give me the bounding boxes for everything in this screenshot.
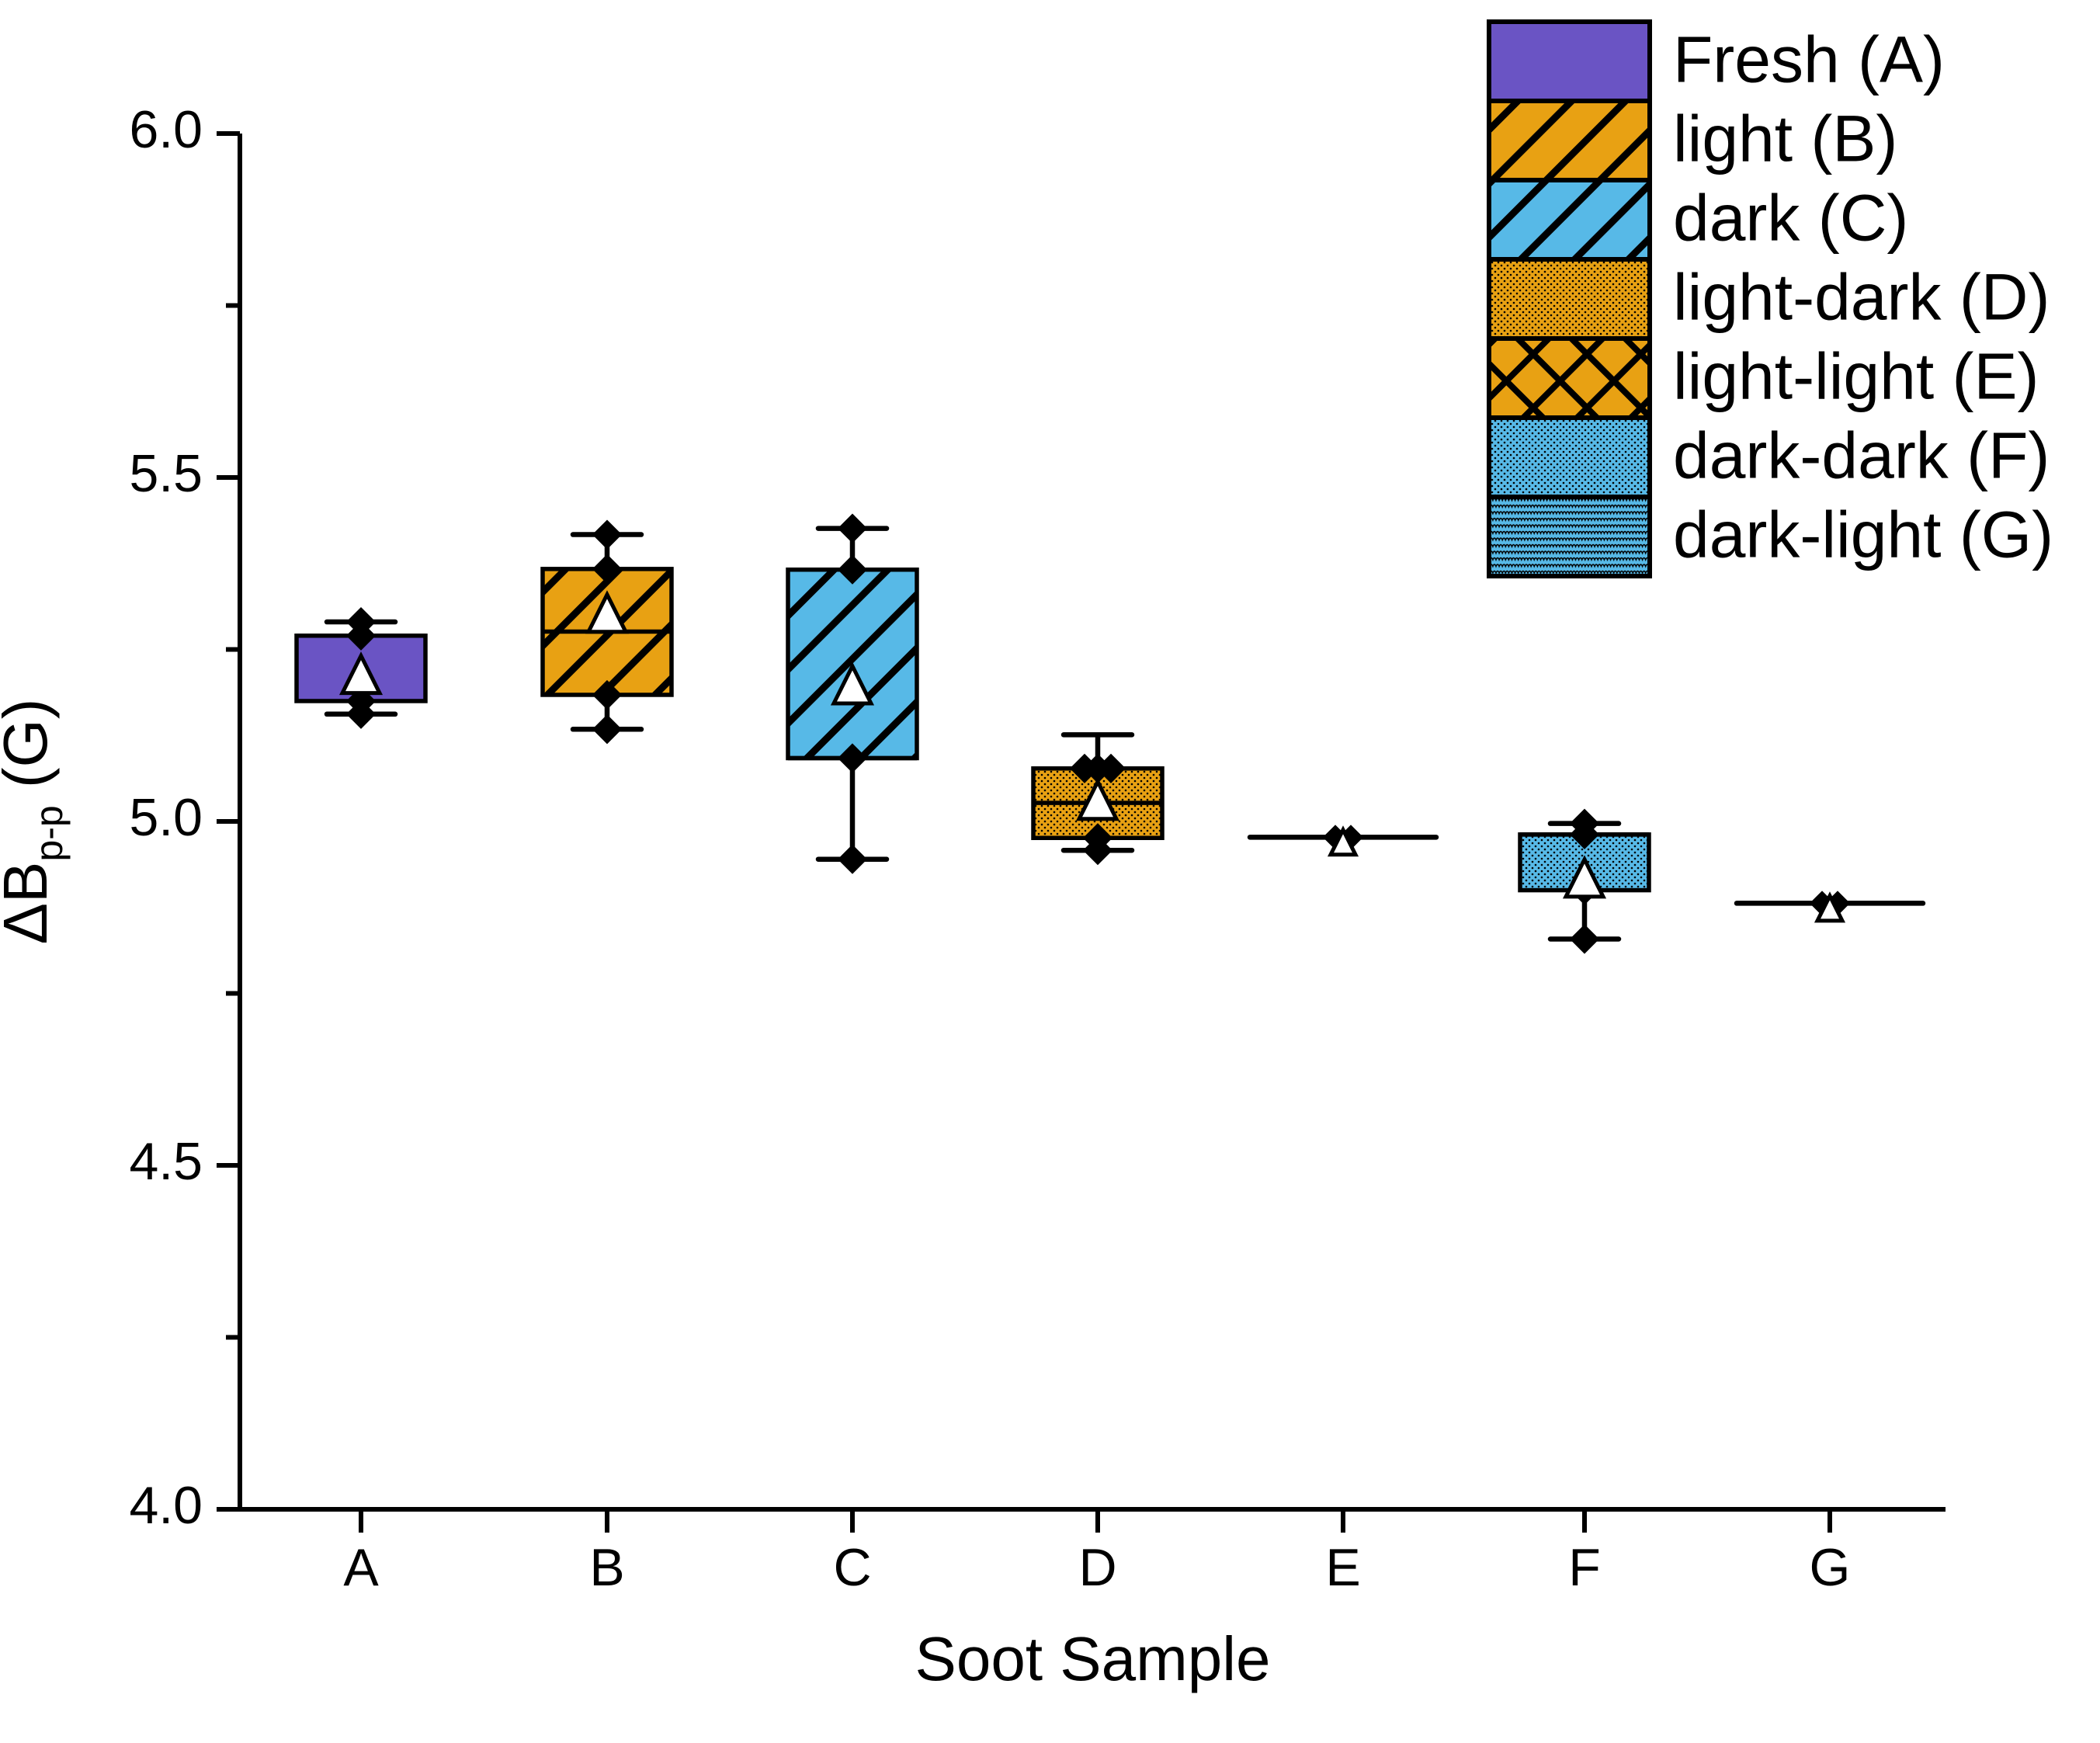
svg-text:D: D (1078, 1538, 1116, 1597)
svg-text:Fresh (A): Fresh (A) (1673, 23, 1945, 96)
svg-text:E: E (1325, 1538, 1360, 1597)
svg-text:A: A (343, 1538, 379, 1597)
svg-text:F: F (1568, 1538, 1601, 1597)
svg-text:light-light (E): light-light (E) (1673, 340, 2039, 413)
svg-text:5.0: 5.0 (129, 788, 203, 847)
svg-text:6.0: 6.0 (129, 100, 203, 159)
svg-text:4.0: 4.0 (129, 1476, 203, 1535)
svg-text:B: B (589, 1538, 624, 1597)
svg-text:light-dark (D): light-dark (D) (1673, 261, 2050, 334)
svg-text:dark (C): dark (C) (1673, 182, 1908, 255)
svg-text:dark-light (G): dark-light (G) (1673, 498, 2053, 571)
svg-text:light (B): light (B) (1673, 102, 1897, 175)
svg-text:C: C (833, 1538, 871, 1597)
svg-text:dark-dark (F): dark-dark (F) (1673, 419, 2050, 492)
svg-text:4.5: 4.5 (129, 1132, 203, 1191)
svg-text:G: G (1810, 1538, 1851, 1597)
svg-text:ΔBp-p (G): ΔBp-p (G) (0, 699, 71, 945)
svg-text:5.5: 5.5 (129, 444, 203, 503)
svg-text:Soot Sample: Soot Sample (915, 1624, 1270, 1693)
